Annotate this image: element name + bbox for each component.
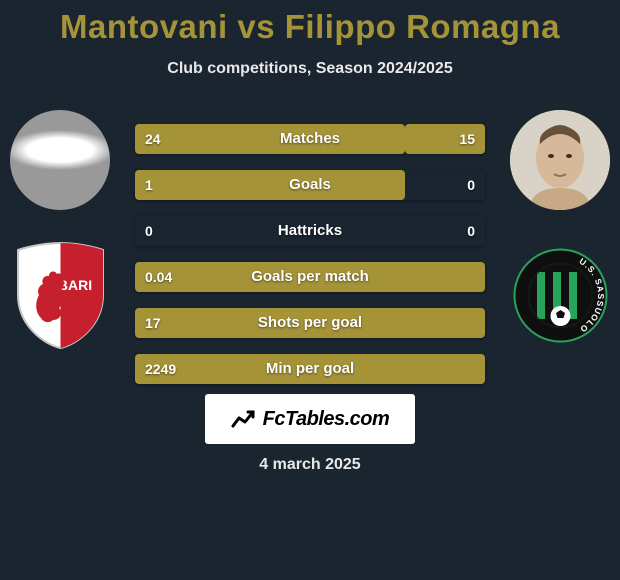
date-text: 4 march 2025 xyxy=(0,456,620,474)
footer-brand-logo: FcTables.com xyxy=(205,394,415,444)
right-player-column: U.S. SASSUOLO xyxy=(505,110,615,350)
left-player-photo xyxy=(10,110,110,210)
stats-block: 2415Matches 10Goals 00Hattricks 0.04Goals p… xyxy=(135,124,485,400)
stat-label: Matches xyxy=(135,124,485,154)
right-player-photo xyxy=(510,110,610,210)
stat-label: Shots per goal xyxy=(135,308,485,338)
stat-row: 0.04Goals per match xyxy=(135,262,485,292)
stat-label: Goals per match xyxy=(135,262,485,292)
stat-label: Min per goal xyxy=(135,354,485,384)
subtitle: Club competitions, Season 2024/2025 xyxy=(0,60,620,78)
stat-row: 00Hattricks xyxy=(135,216,485,246)
stat-row: 17Shots per goal xyxy=(135,308,485,338)
page-title: Mantovani vs Filippo Romagna xyxy=(0,0,620,46)
stat-row: 2415Matches xyxy=(135,124,485,154)
stat-row: 2249Min per goal xyxy=(135,354,485,384)
right-club-logo: U.S. SASSUOLO xyxy=(513,240,608,350)
stat-label: Goals xyxy=(135,170,485,200)
stat-label: Hattricks xyxy=(135,216,485,246)
footer-brand-text: FcTables.com xyxy=(263,408,390,431)
left-player-column: BARI xyxy=(5,110,115,350)
stat-row: 10Goals xyxy=(135,170,485,200)
left-club-logo: BARI xyxy=(13,240,108,350)
